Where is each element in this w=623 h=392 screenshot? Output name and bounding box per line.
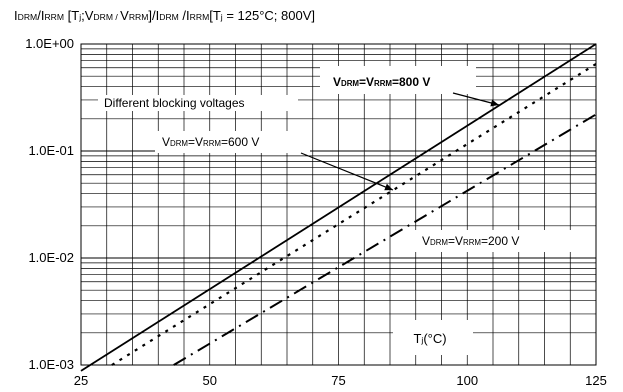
text-part: =V	[448, 234, 463, 248]
x-tick-label: 50	[203, 373, 217, 388]
subscript: DRM	[341, 79, 359, 88]
x-tick-label: 25	[74, 373, 88, 388]
text-part: V	[120, 8, 129, 23]
chart-title: IDRM/IRRM [Tj;VDRM / VRRM]/IDRM /IRRM[Tj…	[14, 8, 315, 23]
arrow-800	[452, 92, 500, 107]
x-tick-label: 100	[456, 373, 478, 388]
text-part: =V	[359, 75, 374, 89]
subscript: RRM	[203, 139, 221, 148]
y-tick-label: 1.0E-01	[28, 143, 74, 158]
plot-frame	[80, 43, 597, 366]
arrow-head	[384, 183, 393, 191]
subscript: DRM /	[93, 12, 120, 22]
subscript: DRM	[18, 12, 38, 22]
subscript: j	[220, 12, 223, 22]
text-part: ]/I	[148, 8, 159, 23]
subscript: j	[420, 335, 423, 345]
text-part: (°C)	[423, 331, 446, 346]
text-part: [T	[209, 8, 221, 23]
label-box-200	[413, 230, 585, 252]
subscript: RRM	[190, 12, 210, 22]
text-part: =800 V	[392, 75, 430, 89]
series-line-1	[80, 43, 597, 372]
series-label-200: VDRM=VRRM=200 V	[422, 234, 519, 248]
text-part: V	[333, 75, 341, 89]
x-axis-label: Tj(°C)	[413, 331, 446, 346]
text-part: /I	[37, 8, 44, 23]
label-box-800	[320, 66, 476, 94]
annotation-text: Different blocking voltages	[104, 96, 245, 110]
text-part: [T	[64, 8, 79, 23]
text-part: I	[14, 8, 18, 23]
label-box-600	[155, 131, 310, 153]
series-label-600: VDRM=VRRM=600 V	[162, 135, 259, 149]
series-label-800: VDRM=VRRM=800 V	[333, 75, 430, 89]
arrow-head	[490, 99, 499, 107]
text-part: =V	[188, 135, 203, 149]
x-tick-label: 75	[331, 373, 345, 388]
text-part: = 125°C; 800V]	[223, 8, 315, 23]
series-line-3	[173, 113, 597, 366]
x-tick-label: 125	[585, 373, 607, 388]
y-tick-label: 1.0E-03	[28, 357, 74, 372]
arrow-shaft	[300, 152, 394, 191]
arrow-600	[300, 152, 394, 191]
subscript: RRM	[44, 12, 64, 22]
text-part: =200 V	[481, 234, 519, 248]
subscript: DRM	[170, 139, 188, 148]
text-part: T	[413, 331, 421, 346]
y-tick-label: 1.0E-02	[28, 250, 74, 265]
subscript: DRM	[430, 238, 448, 247]
text-part: /I	[179, 8, 190, 23]
annotation-box	[98, 95, 298, 111]
text-part: =600 V	[221, 135, 259, 149]
text-part: V	[162, 135, 170, 149]
subscript: j	[78, 12, 81, 22]
xlabel-box	[393, 320, 473, 355]
text-part: ;V	[81, 8, 94, 23]
y-tick-label: 1.0E+00	[25, 36, 74, 51]
subscript: RRM	[374, 79, 392, 88]
subscript: RRM	[463, 238, 481, 247]
series-lines	[80, 43, 597, 372]
subscript: DRM	[159, 12, 179, 22]
text-part: V	[422, 234, 430, 248]
subscript: RRM	[129, 12, 149, 22]
